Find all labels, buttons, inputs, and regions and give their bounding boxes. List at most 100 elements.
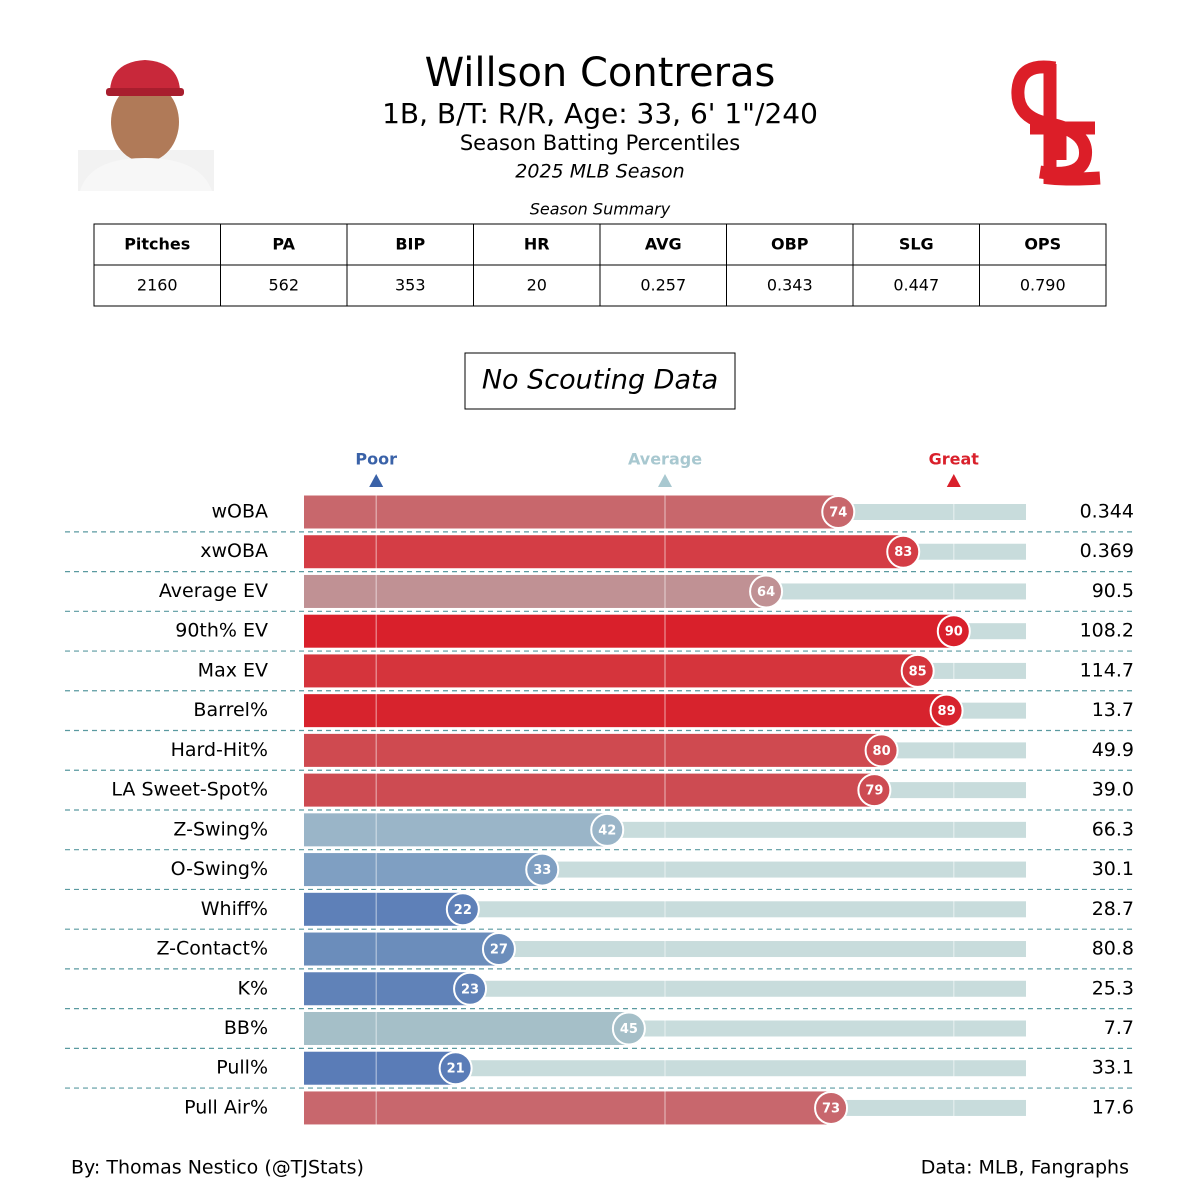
subtitle: 1B, B/T: R/R, Age: 33, 6' 1"/240 — [382, 97, 818, 130]
value-label: 83 — [894, 545, 912, 560]
value-label: 64 — [757, 585, 775, 600]
bar — [304, 813, 608, 847]
column-header: Pitches — [124, 235, 190, 254]
value-dot — [900, 653, 935, 688]
category-label: Max EV — [198, 659, 268, 681]
stat-value: 30.1 — [1092, 858, 1134, 880]
header-cell — [979, 223, 1107, 266]
value-dot — [445, 892, 480, 927]
bar — [304, 1011, 629, 1045]
footer-left: By: Thomas Nestico (@TJStats) — [71, 1157, 364, 1179]
bar — [304, 574, 767, 608]
stat-value: 33.1 — [1092, 1057, 1134, 1079]
cell-text: 20 — [527, 276, 547, 295]
category-label: xwOBA — [200, 540, 268, 562]
bar — [304, 535, 904, 569]
value-label: 45 — [620, 1022, 638, 1037]
bar — [304, 1091, 832, 1125]
bar — [304, 495, 839, 529]
stat-value: 13.7 — [1092, 699, 1134, 721]
value-label: 27 — [490, 943, 508, 958]
category-label: Pull Air% — [184, 1096, 268, 1118]
value-dot — [864, 733, 899, 768]
description: Season Batting Percentiles — [460, 131, 740, 155]
column-header: HR — [524, 235, 550, 254]
header-cell — [93, 223, 221, 266]
bar — [304, 892, 463, 926]
cell-text: 0.257 — [640, 276, 686, 295]
cell-text: 2160 — [137, 276, 178, 295]
tick-marker — [946, 474, 961, 487]
tick-marker — [658, 474, 672, 487]
stat-value: 39.0 — [1092, 779, 1134, 801]
x-tick-label: Poor — [355, 450, 397, 469]
column-header: SLG — [899, 235, 934, 254]
category-label: 90th% EV — [175, 620, 268, 642]
cell — [726, 264, 854, 307]
x-tick-label: Great — [929, 450, 980, 469]
column-header: OBP — [771, 235, 809, 254]
season: 2025 MLB Season — [515, 161, 684, 183]
footer-right: Data: MLB, Fangraphs — [921, 1157, 1129, 1179]
cell-text: 353 — [395, 276, 426, 295]
stat-value: 108.2 — [1080, 620, 1134, 642]
cell-text: 0.343 — [767, 276, 813, 295]
team-logo — [1011, 60, 1101, 186]
category-label: BB% — [224, 1017, 268, 1039]
value-dot — [821, 495, 856, 529]
value-label: 42 — [598, 823, 616, 838]
value-label: 80 — [873, 744, 891, 759]
value-label: 74 — [829, 506, 847, 521]
value-label: 21 — [447, 1062, 465, 1077]
value-dot — [749, 574, 784, 609]
value-dot — [936, 614, 971, 649]
title: Willson Contreras — [425, 50, 776, 96]
value-dot — [590, 812, 625, 847]
column-header: PA — [272, 235, 295, 254]
bar — [304, 773, 875, 807]
stat-value: 28.7 — [1092, 898, 1134, 920]
category-label: Barrel% — [193, 699, 268, 721]
bar — [304, 614, 954, 648]
column-header: OPS — [1024, 235, 1061, 254]
stat-value: 90.5 — [1092, 580, 1134, 602]
category-label: O-Swing% — [171, 858, 268, 880]
value-dot — [929, 693, 964, 728]
category-label: Z-Swing% — [173, 818, 268, 840]
stat-value: 0.369 — [1080, 540, 1134, 562]
value-dot — [886, 534, 921, 569]
stat-value: 66.3 — [1092, 818, 1134, 840]
cell — [852, 264, 980, 307]
cell — [346, 264, 474, 307]
bar — [304, 733, 882, 767]
stat-value: 17.6 — [1092, 1096, 1134, 1118]
cell-text: 562 — [268, 276, 299, 295]
stat-value: 0.344 — [1080, 501, 1134, 523]
value-label: 79 — [865, 784, 883, 799]
value-label: 23 — [461, 982, 479, 997]
summary-table: Pitches PA BIP HR AVG OBP SLG OPS 2160 562 353 20 0.… — [93, 223, 1107, 307]
bar — [304, 654, 918, 688]
value-dot — [481, 932, 516, 967]
x-tick-label: Average — [628, 450, 702, 469]
category-label: Average EV — [159, 580, 268, 602]
bar — [304, 972, 471, 1006]
scouting-note: No Scouting Data — [482, 365, 718, 396]
value-label: 33 — [533, 863, 551, 878]
stat-value: 25.3 — [1092, 977, 1134, 999]
cell — [220, 264, 348, 307]
table-title: Season Summary — [530, 200, 671, 219]
category-label: wOBA — [211, 501, 268, 523]
note-box — [464, 352, 736, 410]
headshot — [78, 60, 214, 191]
value-dot — [814, 1090, 849, 1125]
value-dot — [611, 1011, 646, 1046]
cell — [473, 264, 601, 307]
column-header: BIP — [395, 235, 425, 254]
bar — [304, 1051, 456, 1085]
header-cell — [852, 223, 980, 266]
stat-value: 80.8 — [1092, 938, 1134, 960]
category-label: Z-Contact% — [156, 938, 268, 960]
category-label: Whiff% — [201, 898, 268, 920]
